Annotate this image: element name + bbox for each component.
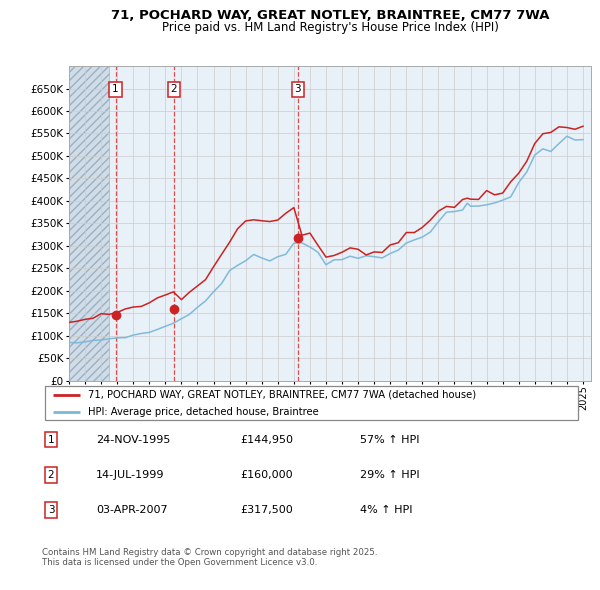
Text: 29% ↑ HPI: 29% ↑ HPI <box>360 470 419 480</box>
Text: 3: 3 <box>47 506 55 515</box>
Text: 2: 2 <box>171 84 178 94</box>
Text: 2: 2 <box>47 470 55 480</box>
Text: Price paid vs. HM Land Registry's House Price Index (HPI): Price paid vs. HM Land Registry's House … <box>161 21 499 34</box>
Text: 71, POCHARD WAY, GREAT NOTLEY, BRAINTREE, CM77 7WA: 71, POCHARD WAY, GREAT NOTLEY, BRAINTREE… <box>111 9 549 22</box>
Text: 71, POCHARD WAY, GREAT NOTLEY, BRAINTREE, CM77 7WA (detached house): 71, POCHARD WAY, GREAT NOTLEY, BRAINTREE… <box>88 390 476 399</box>
Text: HPI: Average price, detached house, Braintree: HPI: Average price, detached house, Brai… <box>88 407 319 417</box>
Text: £317,500: £317,500 <box>240 506 293 515</box>
Text: 57% ↑ HPI: 57% ↑ HPI <box>360 435 419 444</box>
Text: 03-APR-2007: 03-APR-2007 <box>96 506 167 515</box>
Text: 24-NOV-1995: 24-NOV-1995 <box>96 435 170 444</box>
Text: 3: 3 <box>295 84 301 94</box>
Text: Contains HM Land Registry data © Crown copyright and database right 2025.
This d: Contains HM Land Registry data © Crown c… <box>42 548 377 567</box>
Text: £144,950: £144,950 <box>240 435 293 444</box>
Text: £160,000: £160,000 <box>240 470 293 480</box>
Bar <box>69 66 109 381</box>
Text: 4% ↑ HPI: 4% ↑ HPI <box>360 506 413 515</box>
FancyBboxPatch shape <box>45 386 578 420</box>
Text: 14-JUL-1999: 14-JUL-1999 <box>96 470 164 480</box>
Text: 1: 1 <box>112 84 119 94</box>
Text: 1: 1 <box>47 435 55 444</box>
